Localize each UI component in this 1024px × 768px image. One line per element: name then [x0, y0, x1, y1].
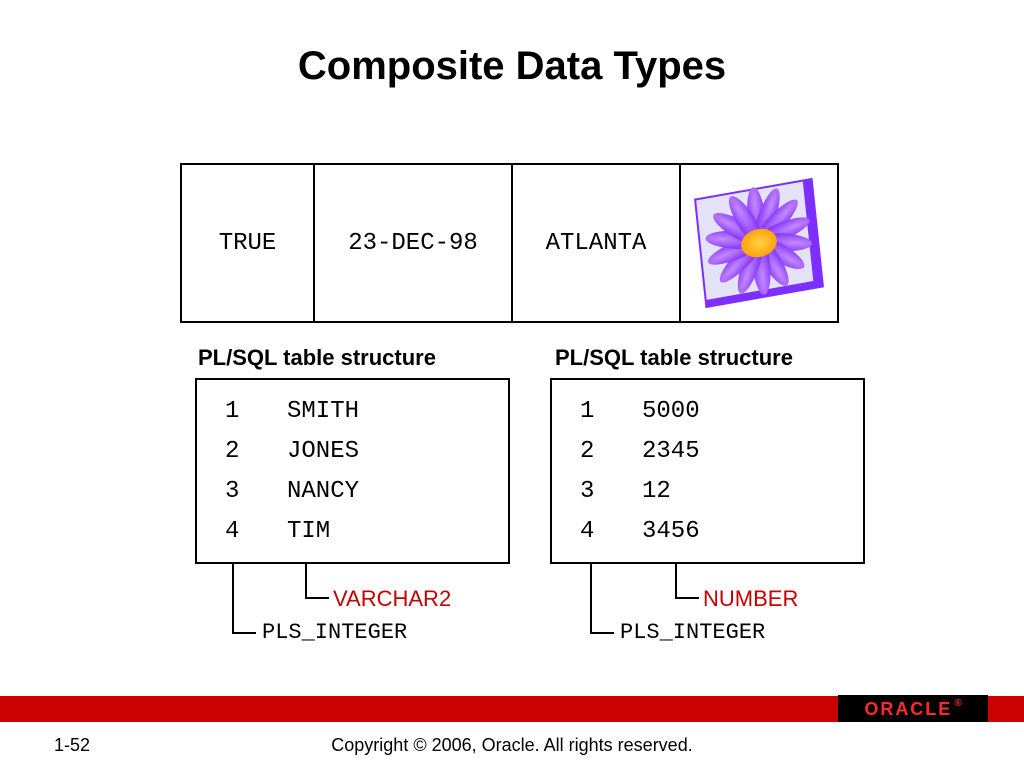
left-table-label: PL/SQL table structure [198, 345, 436, 371]
row-value: TIM [287, 512, 330, 552]
row-value: NANCY [287, 472, 359, 512]
right-idx-type: PLS_INTEGER [620, 620, 765, 645]
record-row: TRUE 23-DEC-98 ATLANTA [180, 163, 839, 323]
page-number: 1-52 [54, 735, 90, 756]
left-idx-type: PLS_INTEGER [262, 620, 407, 645]
table-row: 43456 [552, 512, 863, 552]
table-row: 312 [552, 472, 863, 512]
row-index: 1 [197, 392, 287, 432]
oracle-logo: ORACLE [838, 695, 988, 723]
left-val-type: VARCHAR2 [333, 586, 451, 612]
row-index: 2 [197, 432, 287, 472]
record-cell-bool: TRUE [180, 163, 315, 323]
record-cell-date: 23-DEC-98 [313, 163, 513, 323]
flower-icon [694, 178, 824, 308]
table-row: 4TIM [197, 512, 508, 552]
row-index: 4 [552, 512, 642, 552]
table-row: 15000 [552, 392, 863, 432]
row-value: 2345 [642, 432, 700, 472]
row-index: 3 [197, 472, 287, 512]
table-row: 22345 [552, 432, 863, 472]
footer: 1-52 Copyright © 2006, Oracle. All right… [0, 722, 1024, 768]
line [590, 632, 614, 634]
record-cell-image [679, 163, 839, 323]
slide: Composite Data Types TRUE 23-DEC-98 ATLA… [0, 0, 1024, 768]
line [590, 564, 592, 634]
right-table: 150002234531243456 [550, 378, 865, 564]
right-table-label: PL/SQL table structure [555, 345, 793, 371]
row-index: 4 [197, 512, 287, 552]
record-cell-city: ATLANTA [511, 163, 681, 323]
row-value: SMITH [287, 392, 359, 432]
row-value: 3456 [642, 512, 700, 552]
row-index: 1 [552, 392, 642, 432]
row-value: 5000 [642, 392, 700, 432]
line [305, 597, 329, 599]
line [305, 564, 307, 599]
line [675, 564, 677, 599]
table-row: 2JONES [197, 432, 508, 472]
line [232, 564, 234, 634]
table-row: 1SMITH [197, 392, 508, 432]
row-value: JONES [287, 432, 359, 472]
left-table: 1SMITH2JONES3NANCY4TIM [195, 378, 510, 564]
row-index: 3 [552, 472, 642, 512]
line [232, 632, 256, 634]
copyright: Copyright © 2006, Oracle. All rights res… [0, 735, 1024, 756]
slide-title: Composite Data Types [0, 0, 1024, 89]
line [675, 597, 699, 599]
row-index: 2 [552, 432, 642, 472]
right-val-type: NUMBER [703, 586, 798, 612]
row-value: 12 [642, 472, 671, 512]
table-row: 3NANCY [197, 472, 508, 512]
